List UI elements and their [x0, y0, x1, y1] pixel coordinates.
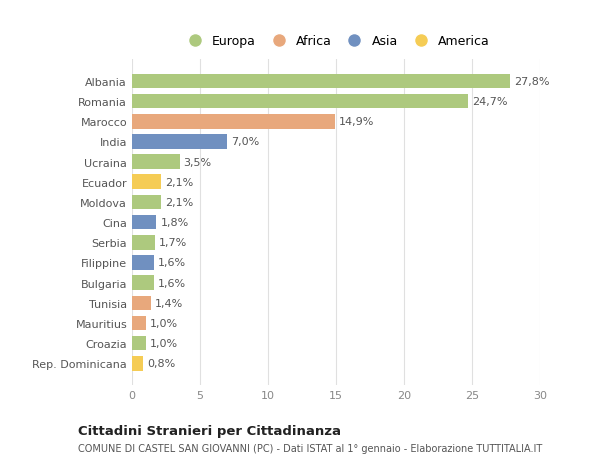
Bar — [132, 296, 151, 310]
Bar — [132, 276, 154, 290]
Bar — [132, 74, 510, 89]
Bar — [132, 135, 227, 149]
Text: 24,7%: 24,7% — [472, 97, 508, 107]
Text: 1,7%: 1,7% — [159, 238, 187, 248]
Legend: Europa, Africa, Asia, America: Europa, Africa, Asia, America — [177, 30, 495, 53]
Text: 2,1%: 2,1% — [164, 197, 193, 207]
Text: 1,8%: 1,8% — [161, 218, 189, 228]
Text: 0,8%: 0,8% — [147, 358, 175, 369]
Text: 1,6%: 1,6% — [158, 278, 186, 288]
Bar — [132, 316, 146, 330]
Bar — [132, 175, 161, 190]
Text: Cittadini Stranieri per Cittadinanza: Cittadini Stranieri per Cittadinanza — [78, 425, 341, 437]
Bar — [132, 356, 143, 371]
Bar — [132, 155, 179, 169]
Bar — [132, 115, 335, 129]
Text: 1,6%: 1,6% — [158, 258, 186, 268]
Text: COMUNE DI CASTEL SAN GIOVANNI (PC) - Dati ISTAT al 1° gennaio - Elaborazione TUT: COMUNE DI CASTEL SAN GIOVANNI (PC) - Dat… — [78, 443, 542, 453]
Text: 3,5%: 3,5% — [184, 157, 212, 167]
Text: 2,1%: 2,1% — [164, 177, 193, 187]
Text: 1,0%: 1,0% — [149, 338, 178, 348]
Bar — [132, 195, 161, 210]
Bar — [132, 235, 155, 250]
Bar — [132, 256, 154, 270]
Text: 27,8%: 27,8% — [514, 77, 550, 87]
Bar — [132, 95, 468, 109]
Text: 7,0%: 7,0% — [231, 137, 260, 147]
Text: 14,9%: 14,9% — [339, 117, 374, 127]
Text: 1,4%: 1,4% — [155, 298, 184, 308]
Bar — [132, 336, 146, 351]
Bar — [132, 215, 157, 230]
Text: 1,0%: 1,0% — [149, 318, 178, 328]
